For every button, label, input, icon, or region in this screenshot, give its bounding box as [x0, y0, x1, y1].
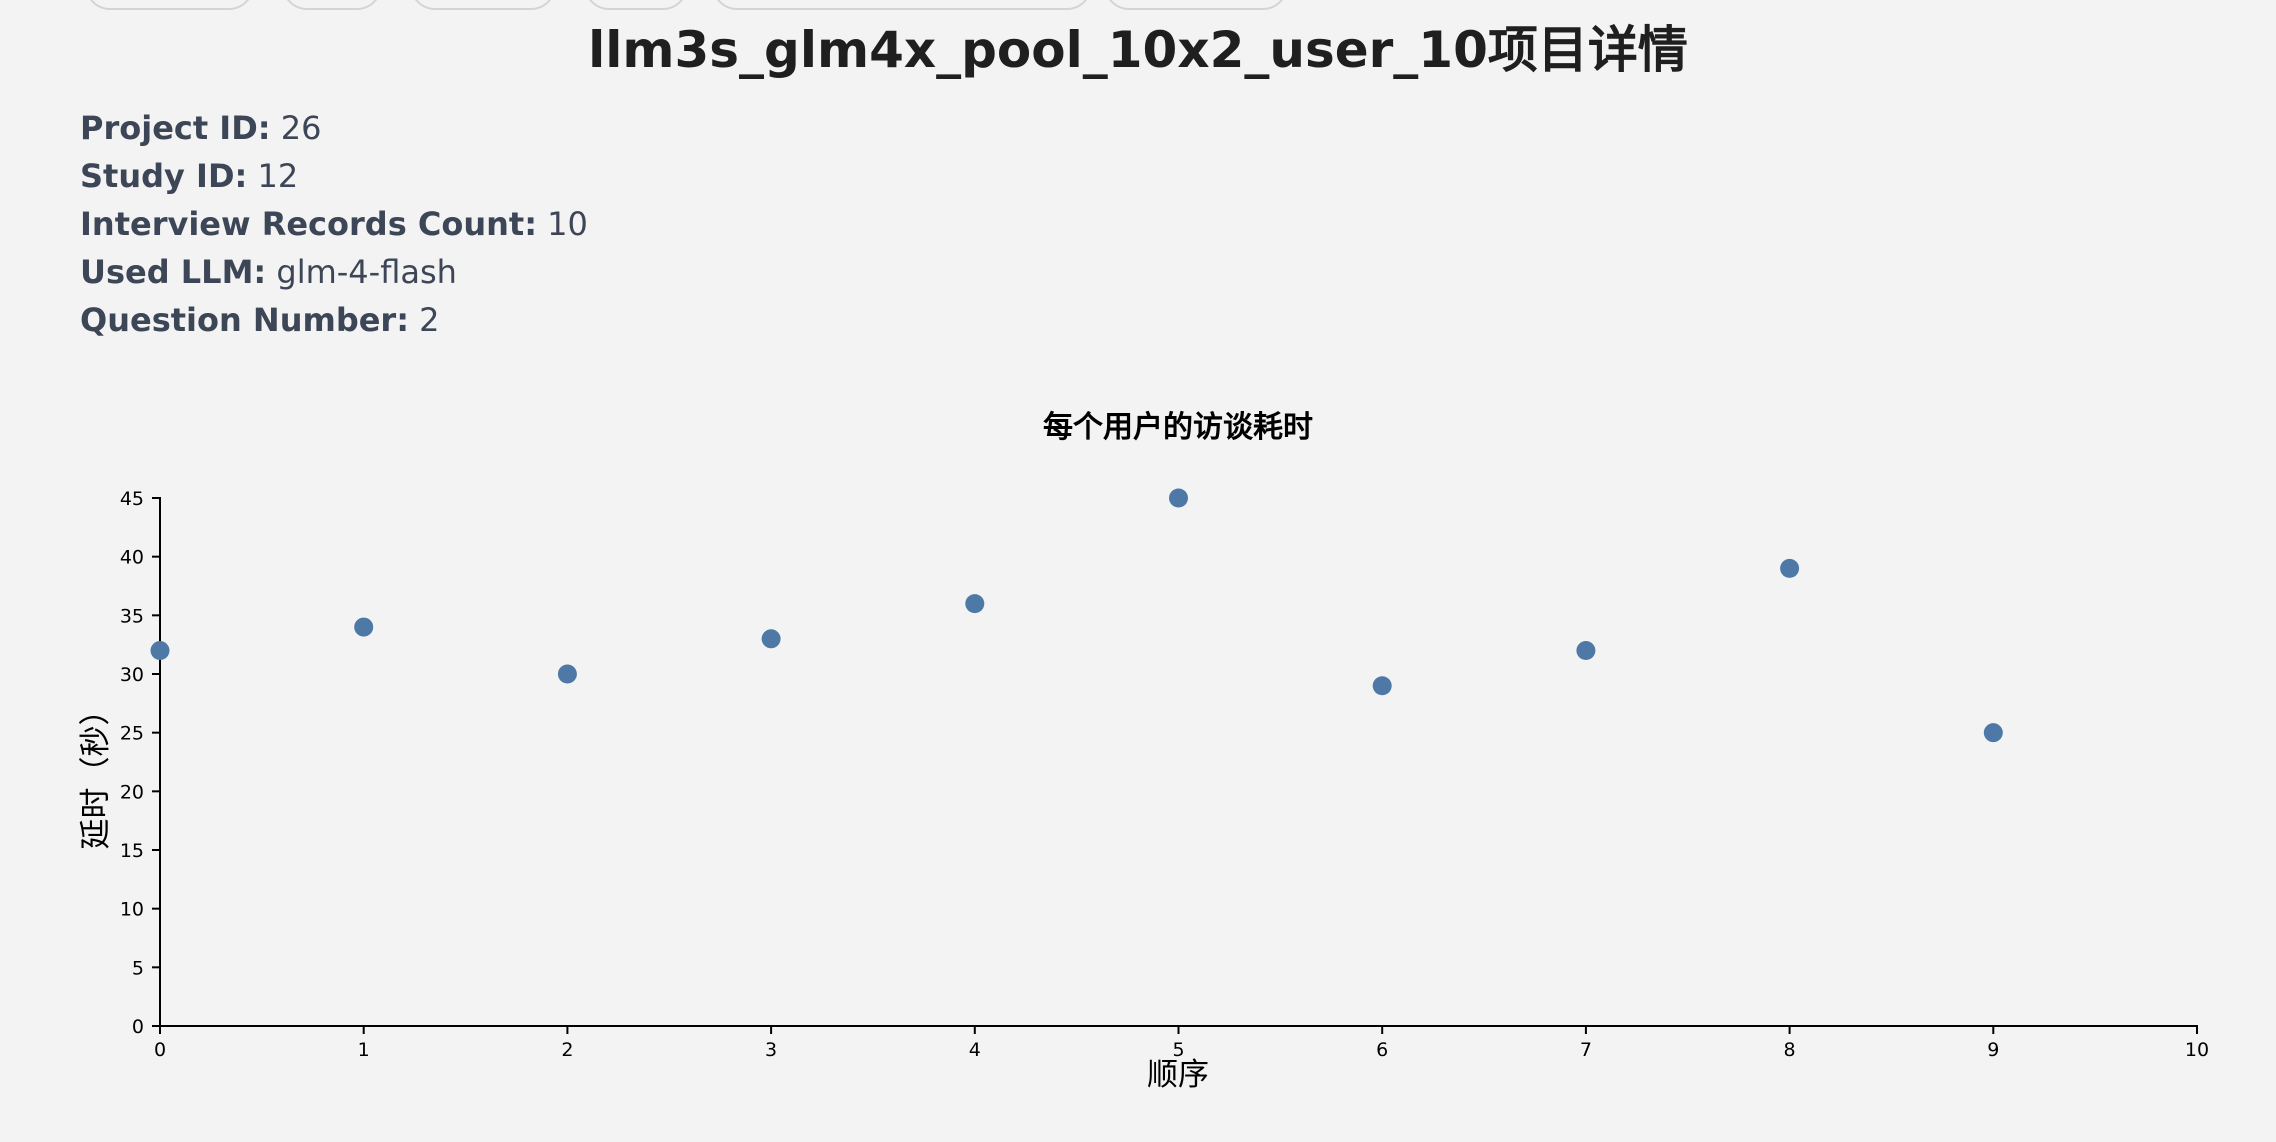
data-point[interactable]	[761, 629, 781, 649]
info-value: 10	[547, 205, 588, 243]
y-axis: 0 5 10 15 20 25 30 35 40 45	[120, 488, 161, 1038]
x-tick-label: 0	[154, 1039, 166, 1061]
x-axis: 0 1 2 3 4 5 6 7 8 9 10	[154, 1025, 2209, 1061]
chart-title: 每个用户的访谈耗时	[1043, 410, 1313, 445]
info-value: 12	[257, 157, 299, 195]
y-tick-label: 10	[120, 899, 144, 921]
data-point[interactable]	[1983, 723, 2003, 743]
y-tick-label: 15	[120, 840, 144, 862]
y-tick-label: 5	[132, 957, 144, 979]
data-point[interactable]	[557, 664, 577, 684]
x-tick-label: 1	[358, 1039, 370, 1061]
y-tick-label: 25	[120, 723, 144, 745]
y-axis-title: 延时（秒）	[78, 695, 114, 850]
info-study-id: Study ID: 12	[80, 152, 588, 200]
x-tick-label: 2	[561, 1039, 573, 1061]
x-tick-label: 9	[1987, 1039, 1999, 1061]
nav-button-4[interactable]	[584, 0, 688, 10]
data-point[interactable]	[354, 617, 374, 637]
info-question-number: Question Number: 2	[80, 296, 588, 344]
info-project-id: Project ID: 26	[80, 104, 588, 152]
data-point[interactable]	[965, 594, 985, 614]
info-label: Interview Records Count:	[80, 205, 537, 243]
x-tick-label: 3	[765, 1039, 777, 1061]
info-value: glm-4-flash	[276, 253, 457, 291]
x-tick-label: 4	[969, 1039, 981, 1061]
info-used-llm: Used LLM: glm-4-flash	[80, 248, 588, 296]
data-point[interactable]	[1576, 641, 1596, 661]
data-point[interactable]	[1372, 676, 1392, 696]
info-label: Used LLM:	[80, 253, 267, 291]
y-tick-label: 45	[120, 488, 144, 510]
data-point[interactable]	[150, 641, 170, 661]
info-label: Study ID:	[80, 157, 248, 195]
y-tick-label: 35	[120, 605, 144, 627]
x-tick-label: 10	[2185, 1039, 2209, 1061]
y-tick-label: 30	[120, 664, 144, 686]
x-tick-label: 5	[1172, 1039, 1184, 1061]
nav-button-1[interactable]	[85, 0, 254, 10]
nav-button-5[interactable]	[712, 0, 1092, 10]
y-axis-line	[152, 497, 161, 1027]
nav-button-3[interactable]	[410, 0, 556, 10]
info-value: 2	[419, 301, 440, 339]
info-records-count: Interview Records Count: 10	[80, 200, 588, 248]
y-tick-label: 40	[120, 547, 144, 569]
info-label: Question Number:	[80, 301, 409, 339]
data-point[interactable]	[1780, 558, 1800, 578]
y-tick-label: 0	[132, 1016, 144, 1038]
top-nav-buttons	[0, 0, 2276, 10]
nav-button-6[interactable]	[1104, 0, 1288, 10]
page-title: llm3s_glm4x_pool_10x2_user_10项目详情	[588, 21, 1688, 79]
data-points	[150, 488, 2003, 743]
info-label: Project ID:	[80, 109, 271, 147]
x-axis-title: 顺序	[1147, 1057, 1209, 1093]
nav-button-2[interactable]	[282, 0, 382, 10]
project-info: Project ID: 26 Study ID: 12 Interview Re…	[80, 104, 588, 344]
info-value: 26	[280, 109, 322, 147]
x-tick-label: 8	[1784, 1039, 1796, 1061]
x-tick-label: 6	[1376, 1039, 1388, 1061]
data-point[interactable]	[1169, 488, 1188, 508]
x-tick-label: 7	[1580, 1039, 1592, 1061]
y-tick-label: 20	[120, 781, 144, 803]
